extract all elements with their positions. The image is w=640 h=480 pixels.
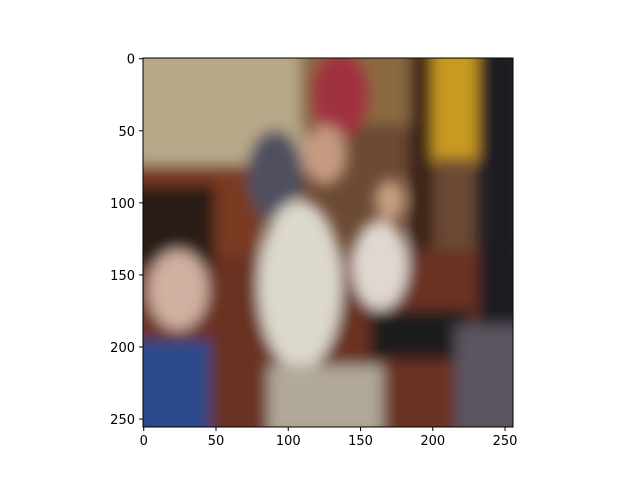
x-tick-label: 0 <box>140 434 148 449</box>
x-tick-label: 100 <box>276 434 301 449</box>
y-tick-label: 100 <box>110 197 135 212</box>
x-tick-label: 50 <box>208 434 225 449</box>
y-tick-label: 150 <box>110 269 135 284</box>
y-tick-label: 50 <box>118 125 135 140</box>
axes-frame <box>142 57 514 428</box>
x-tick-label: 150 <box>348 434 373 449</box>
y-tick-label: 250 <box>110 413 135 428</box>
x-tick-label: 250 <box>493 434 518 449</box>
x-tick-label: 200 <box>420 434 445 449</box>
image <box>143 58 513 427</box>
y-tick-label: 200 <box>110 341 135 356</box>
y-tick-label: 0 <box>127 53 135 68</box>
